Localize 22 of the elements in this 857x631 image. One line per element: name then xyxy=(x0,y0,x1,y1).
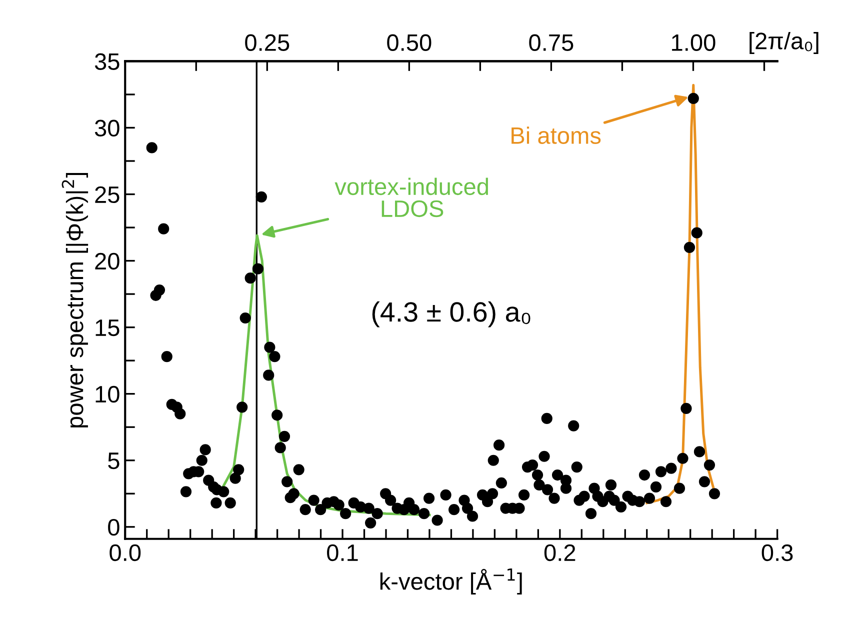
annotation: vortex-induced LDOS xyxy=(334,178,488,218)
x2-tick-label: 0.50 xyxy=(387,34,432,51)
annotation: Bi atoms xyxy=(512,126,601,144)
y-tick-label: 0 xyxy=(108,518,120,536)
y-tick-label: 35 xyxy=(94,53,120,70)
y-tick-label: 25 xyxy=(95,186,120,204)
x2-axis-title: [2π/a₀] xyxy=(750,32,818,54)
x-tick-label: 0.2 xyxy=(544,544,576,562)
y-tick-label: 5 xyxy=(108,452,120,470)
x-axis-title: k-vector [Å$^{−1}$] xyxy=(380,568,522,595)
y-tick-label: 30 xyxy=(94,120,120,137)
y-axis-title: power spectrum [|Φ(k)|$^{2}$] xyxy=(62,172,88,428)
annotation: (4.3 ± 0.6) a₀ xyxy=(372,301,530,328)
x-tick-label: 0.3 xyxy=(762,544,793,562)
y-tick-label: 20 xyxy=(95,252,120,270)
x2-tick-label: 1.00 xyxy=(672,34,716,51)
x-tick-label: 0.0 xyxy=(110,544,141,562)
x2-tick-label: 0.75 xyxy=(529,34,574,51)
x-tick-label: 0.1 xyxy=(327,544,358,562)
x2-tick-label: 0.25 xyxy=(245,34,290,51)
y-tick-label: 15 xyxy=(96,320,120,336)
y-tick-label: 10 xyxy=(96,386,120,403)
